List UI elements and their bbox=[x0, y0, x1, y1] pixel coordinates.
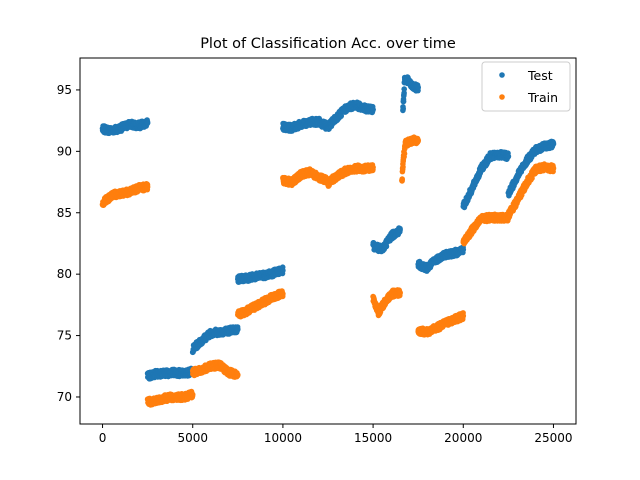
data-point bbox=[397, 227, 403, 233]
data-point bbox=[401, 150, 408, 157]
chart-title: Plot of Classification Acc. over time bbox=[200, 36, 456, 52]
data-point bbox=[400, 164, 406, 170]
data-point bbox=[397, 289, 403, 296]
data-point bbox=[338, 113, 345, 119]
data-point bbox=[189, 391, 196, 398]
data-point bbox=[401, 90, 407, 96]
data-point bbox=[415, 137, 422, 144]
data-point bbox=[400, 106, 407, 112]
data-point bbox=[401, 86, 408, 92]
series-test bbox=[99, 74, 557, 382]
data-point bbox=[550, 141, 557, 147]
data-point bbox=[370, 106, 376, 113]
data-point bbox=[415, 84, 422, 91]
plot-area bbox=[80, 58, 576, 424]
data-point bbox=[235, 326, 241, 333]
data-point bbox=[400, 98, 407, 105]
points-layer bbox=[99, 74, 557, 408]
data-point bbox=[399, 176, 406, 182]
data-point bbox=[370, 164, 376, 171]
data-point bbox=[505, 153, 512, 160]
series-train bbox=[99, 134, 557, 408]
data-point bbox=[460, 246, 467, 253]
data-point bbox=[460, 313, 467, 319]
data-point bbox=[280, 267, 286, 274]
data-point bbox=[144, 184, 151, 190]
data-point bbox=[235, 372, 241, 378]
data-point bbox=[280, 291, 286, 297]
data-point bbox=[144, 120, 151, 126]
